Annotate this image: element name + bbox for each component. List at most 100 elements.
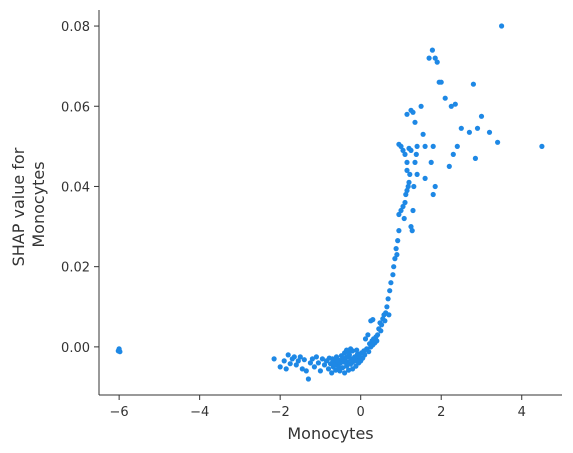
data-point [283,366,289,372]
data-point [358,355,364,361]
x-tick-label: −2 [271,405,290,420]
data-point [499,23,505,29]
data-point [287,361,293,367]
data-point [405,183,411,190]
data-point [402,151,408,157]
data-point [430,143,436,149]
data-points [115,23,545,382]
x-axis-title: Monocytes [287,424,373,443]
data-point [404,187,410,194]
data-point [406,179,412,185]
x-tick-label: 4 [518,405,526,420]
data-point [299,366,305,372]
y-tick-label: 0.04 [61,180,90,195]
data-point [313,354,319,360]
data-point [350,359,356,365]
data-point [420,131,426,137]
data-point [362,352,368,358]
data-point [410,109,416,115]
data-point [408,147,414,153]
data-point [446,163,452,169]
data-point [379,322,385,328]
data-point [452,101,458,107]
y-tick-label: 0.00 [61,341,90,356]
data-point [366,349,372,355]
data-point [277,364,283,370]
data-point [398,143,404,149]
data-point [375,332,381,338]
data-point [412,159,418,165]
data-point [402,199,408,206]
y-axis-title-line-2: Monocytes [29,161,48,247]
data-point [422,143,428,149]
data-point [346,361,352,367]
y-axis-title: SHAP value for Monocytes [9,143,48,267]
data-point [395,238,401,244]
data-point [403,191,409,198]
data-point [336,364,342,370]
data-point [401,215,407,222]
data-point [422,175,428,181]
data-point [325,366,332,372]
data-point [392,256,398,262]
data-point [315,360,321,366]
data-point [413,151,419,157]
data-point [387,288,393,294]
data-point [414,171,420,177]
data-point [454,143,460,149]
data-point [354,358,360,364]
data-point [408,224,414,230]
data-point [385,296,391,302]
data-point [329,370,335,376]
data-point [393,246,399,252]
data-point [410,207,416,214]
data-point [348,346,354,352]
data-point [281,358,287,364]
data-point [396,211,402,218]
data-point [412,119,418,125]
data-point [295,358,301,364]
data-point [362,336,369,342]
data-point [404,159,410,165]
data-point [404,167,410,173]
data-point [378,328,384,334]
data-point [293,362,299,368]
data-point [301,357,307,363]
data-point [426,55,432,61]
data-point [303,368,309,374]
y-tick-label: 0.06 [61,100,90,115]
data-point [466,129,472,135]
y-tick-label: 0.08 [61,20,90,35]
data-point [539,143,545,149]
data-point [344,354,350,360]
x-tick-label: 0 [357,405,365,420]
data-point [486,129,493,135]
data-point [285,352,291,358]
data-point [382,318,388,324]
y-tick-label: 0.02 [61,261,90,276]
data-point [354,347,360,353]
data-point [407,171,413,177]
data-point [346,367,352,373]
data-point [370,317,376,323]
data-point [311,364,317,370]
y-axis-ticks: 0.00 0.02 0.04 0.06 0.08 [61,20,99,356]
data-point [398,207,404,214]
data-point [317,368,323,374]
data-point [365,332,371,338]
data-point [321,362,328,368]
data-point [396,228,402,234]
data-point [432,183,438,190]
data-point [340,365,346,371]
data-point [409,228,415,234]
data-point [384,304,390,310]
data-point [429,47,435,53]
data-point [333,358,340,364]
data-point [391,264,397,270]
data-point [115,348,121,354]
data-point [438,79,444,85]
x-tick-label: 2 [437,405,445,420]
data-point [428,159,434,165]
data-point [448,103,454,109]
